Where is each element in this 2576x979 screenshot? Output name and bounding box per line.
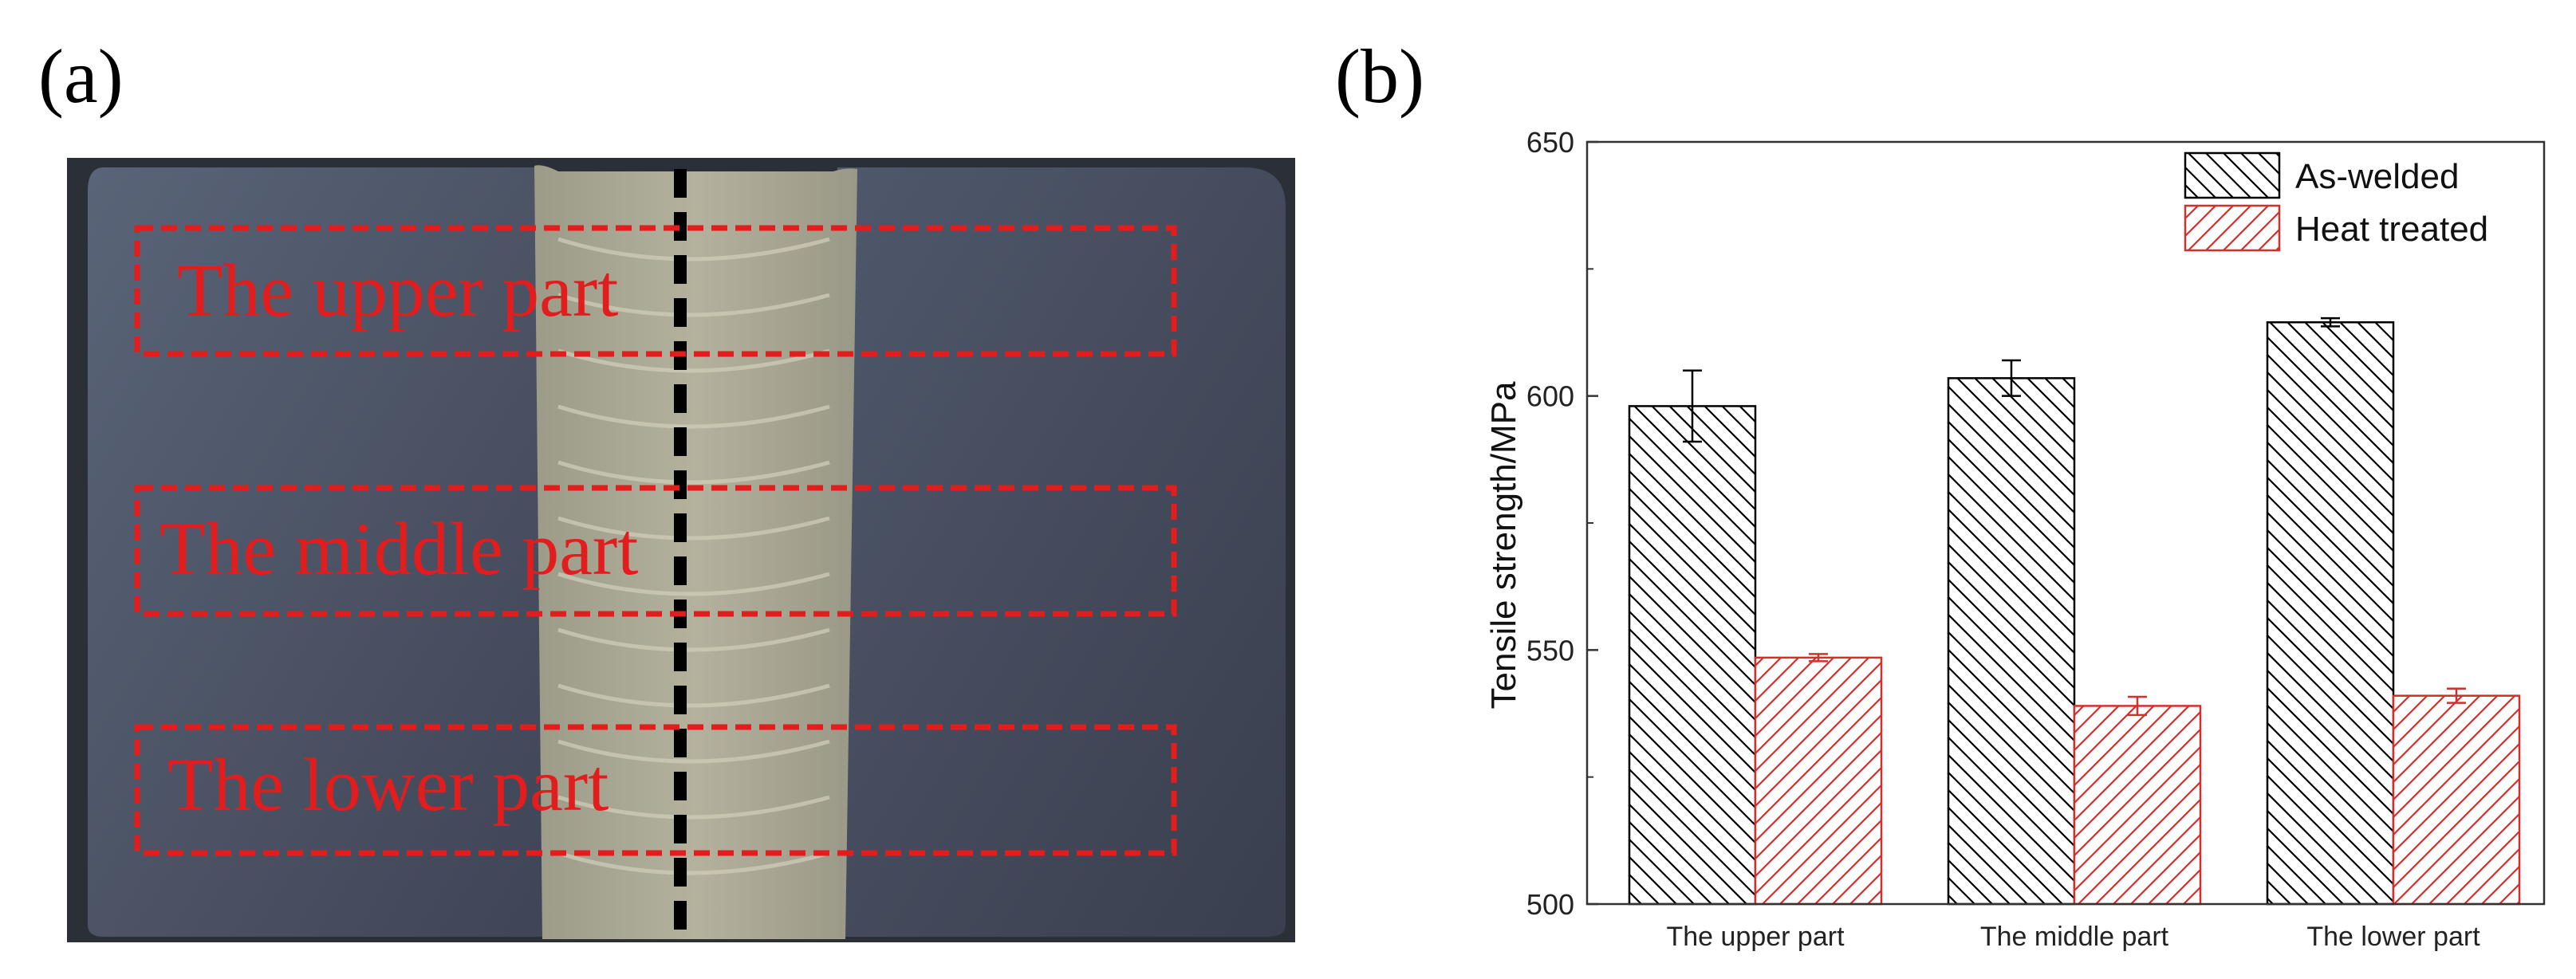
bar-heat-treated-1	[2073, 705, 2202, 906]
y-tick-label-1: 550	[1526, 634, 1574, 666]
x-category-label-2: The lower part	[2306, 922, 2480, 952]
region-upper-label: The upper part	[177, 250, 618, 332]
legend: As-welded Heat treated	[2184, 151, 2488, 252]
x-category-label-0: The upper part	[1666, 922, 1845, 952]
legend-swatch-0	[2184, 151, 2281, 199]
weld-bead-arcs	[557, 237, 830, 875]
bar-heat-treated-0	[1754, 656, 1883, 906]
bars	[1628, 321, 2521, 906]
error-bars	[1683, 317, 2466, 717]
region-middle-box	[134, 485, 1177, 617]
weld-zone	[534, 165, 857, 940]
x-category-label-1: The middle part	[1980, 922, 2169, 952]
region-upper-box	[134, 225, 1177, 357]
legend-label-0: As-welded	[2295, 157, 2459, 196]
legend-swatch-1	[2184, 204, 2281, 252]
region-lower-box	[134, 724, 1177, 856]
bar-as-welded-0	[1628, 405, 1757, 906]
bar-heat-treated-2	[2392, 694, 2521, 906]
bar-as-welded-2	[2266, 321, 2395, 906]
weld-photo: The upper part The middle part The lower…	[67, 158, 1295, 942]
panel-a-label: (a)	[38, 33, 124, 119]
y-tick-label-3: 650	[1526, 126, 1574, 159]
region-middle: The middle part	[134, 485, 1177, 617]
y-tick-label-0: 500	[1526, 888, 1574, 921]
region-middle-label: The middle part	[160, 508, 638, 591]
left-base-plate	[88, 167, 550, 937]
region-upper: The upper part	[134, 225, 1177, 357]
region-lower: The lower part	[134, 724, 1177, 856]
y-axis-ticks: 500 550 600 650	[1526, 126, 1598, 921]
right-base-plate	[829, 167, 1286, 937]
y-tick-label-2: 600	[1526, 380, 1574, 413]
plot-frame	[1585, 140, 2546, 906]
y-axis-title: Tensile strength/MPa	[1484, 381, 1523, 709]
bar-as-welded-1	[1947, 377, 2076, 906]
panel-b-label: (b)	[1335, 33, 1424, 119]
legend-label-1: Heat treated	[2295, 210, 2488, 249]
category-labels: The upper part The middle part The lower p…	[1666, 922, 2480, 952]
region-lower-label: The lower part	[167, 744, 609, 827]
tensile-strength-chart: 500 550 600 650 The upper part The middle pa…	[1484, 126, 2546, 952]
